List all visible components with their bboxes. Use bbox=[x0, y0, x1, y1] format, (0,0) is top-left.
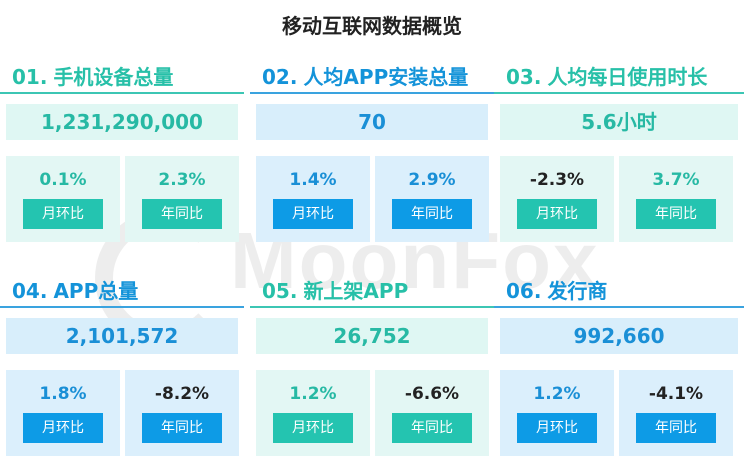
section-value: 70 bbox=[256, 104, 488, 140]
mom-label: 月环比 bbox=[23, 199, 103, 229]
section-value: 5.6小时 bbox=[500, 104, 738, 140]
section-value: 1,231,290,000 bbox=[6, 104, 238, 140]
section-daily-usage: 03. 人均每日使用时长 5.6小时 -2.3% 月环比 3.7% 年同比 bbox=[494, 62, 744, 242]
section-publishers: 06. 发行商 992,660 1.2% 月环比 -4.1% 年同比 bbox=[494, 276, 744, 456]
mom-card: 1.2% 月环比 bbox=[500, 370, 614, 456]
section-header: 04. APP总量 bbox=[0, 276, 244, 308]
section-new-apps: 05. 新上架APP 26,752 1.2% 月环比 -6.6% 年同比 bbox=[250, 276, 494, 456]
mom-label: 月环比 bbox=[273, 199, 353, 229]
mom-card: 1.2% 月环比 bbox=[256, 370, 370, 456]
section-value: 992,660 bbox=[500, 318, 738, 354]
yoy-card: 3.7% 年同比 bbox=[619, 156, 733, 242]
mom-label: 月环比 bbox=[273, 413, 353, 443]
yoy-card: -8.2% 年同比 bbox=[125, 370, 239, 456]
mom-card: -2.3% 月环比 bbox=[500, 156, 614, 242]
mom-card: 0.1% 月环比 bbox=[6, 156, 120, 242]
section-header: 06. 发行商 bbox=[494, 276, 744, 308]
section-header: 01. 手机设备总量 bbox=[0, 62, 244, 94]
section-app-total: 04. APP总量 2,101,572 1.8% 月环比 -8.2% 年同比 bbox=[0, 276, 244, 456]
yoy-card: 2.9% 年同比 bbox=[375, 156, 489, 242]
section-header: 03. 人均每日使用时长 bbox=[494, 62, 744, 94]
mom-card: 1.4% 月环比 bbox=[256, 156, 370, 242]
mom-label: 月环比 bbox=[517, 199, 597, 229]
section-app-installs: 02. 人均APP安装总量 70 1.4% 月环比 2.9% 年同比 bbox=[250, 62, 494, 242]
yoy-label: 年同比 bbox=[392, 199, 472, 229]
mom-label: 月环比 bbox=[23, 413, 103, 443]
mom-label: 月环比 bbox=[517, 413, 597, 443]
section-value: 26,752 bbox=[256, 318, 488, 354]
page-title: 移动互联网数据概览 bbox=[282, 14, 462, 38]
yoy-card: 2.3% 年同比 bbox=[125, 156, 239, 242]
section-value: 2,101,572 bbox=[6, 318, 238, 354]
section-header: 05. 新上架APP bbox=[250, 276, 494, 308]
yoy-label: 年同比 bbox=[142, 199, 222, 229]
yoy-label: 年同比 bbox=[636, 199, 716, 229]
yoy-label: 年同比 bbox=[392, 413, 472, 443]
section-header: 02. 人均APP安装总量 bbox=[250, 62, 494, 94]
mom-card: 1.8% 月环比 bbox=[6, 370, 120, 456]
section-device-total: 01. 手机设备总量 1,231,290,000 0.1% 月环比 2.3% 年同比 bbox=[0, 62, 244, 242]
yoy-label: 年同比 bbox=[636, 413, 716, 443]
yoy-card: -4.1% 年同比 bbox=[619, 370, 733, 456]
yoy-card: -6.6% 年同比 bbox=[375, 370, 489, 456]
yoy-label: 年同比 bbox=[142, 413, 222, 443]
